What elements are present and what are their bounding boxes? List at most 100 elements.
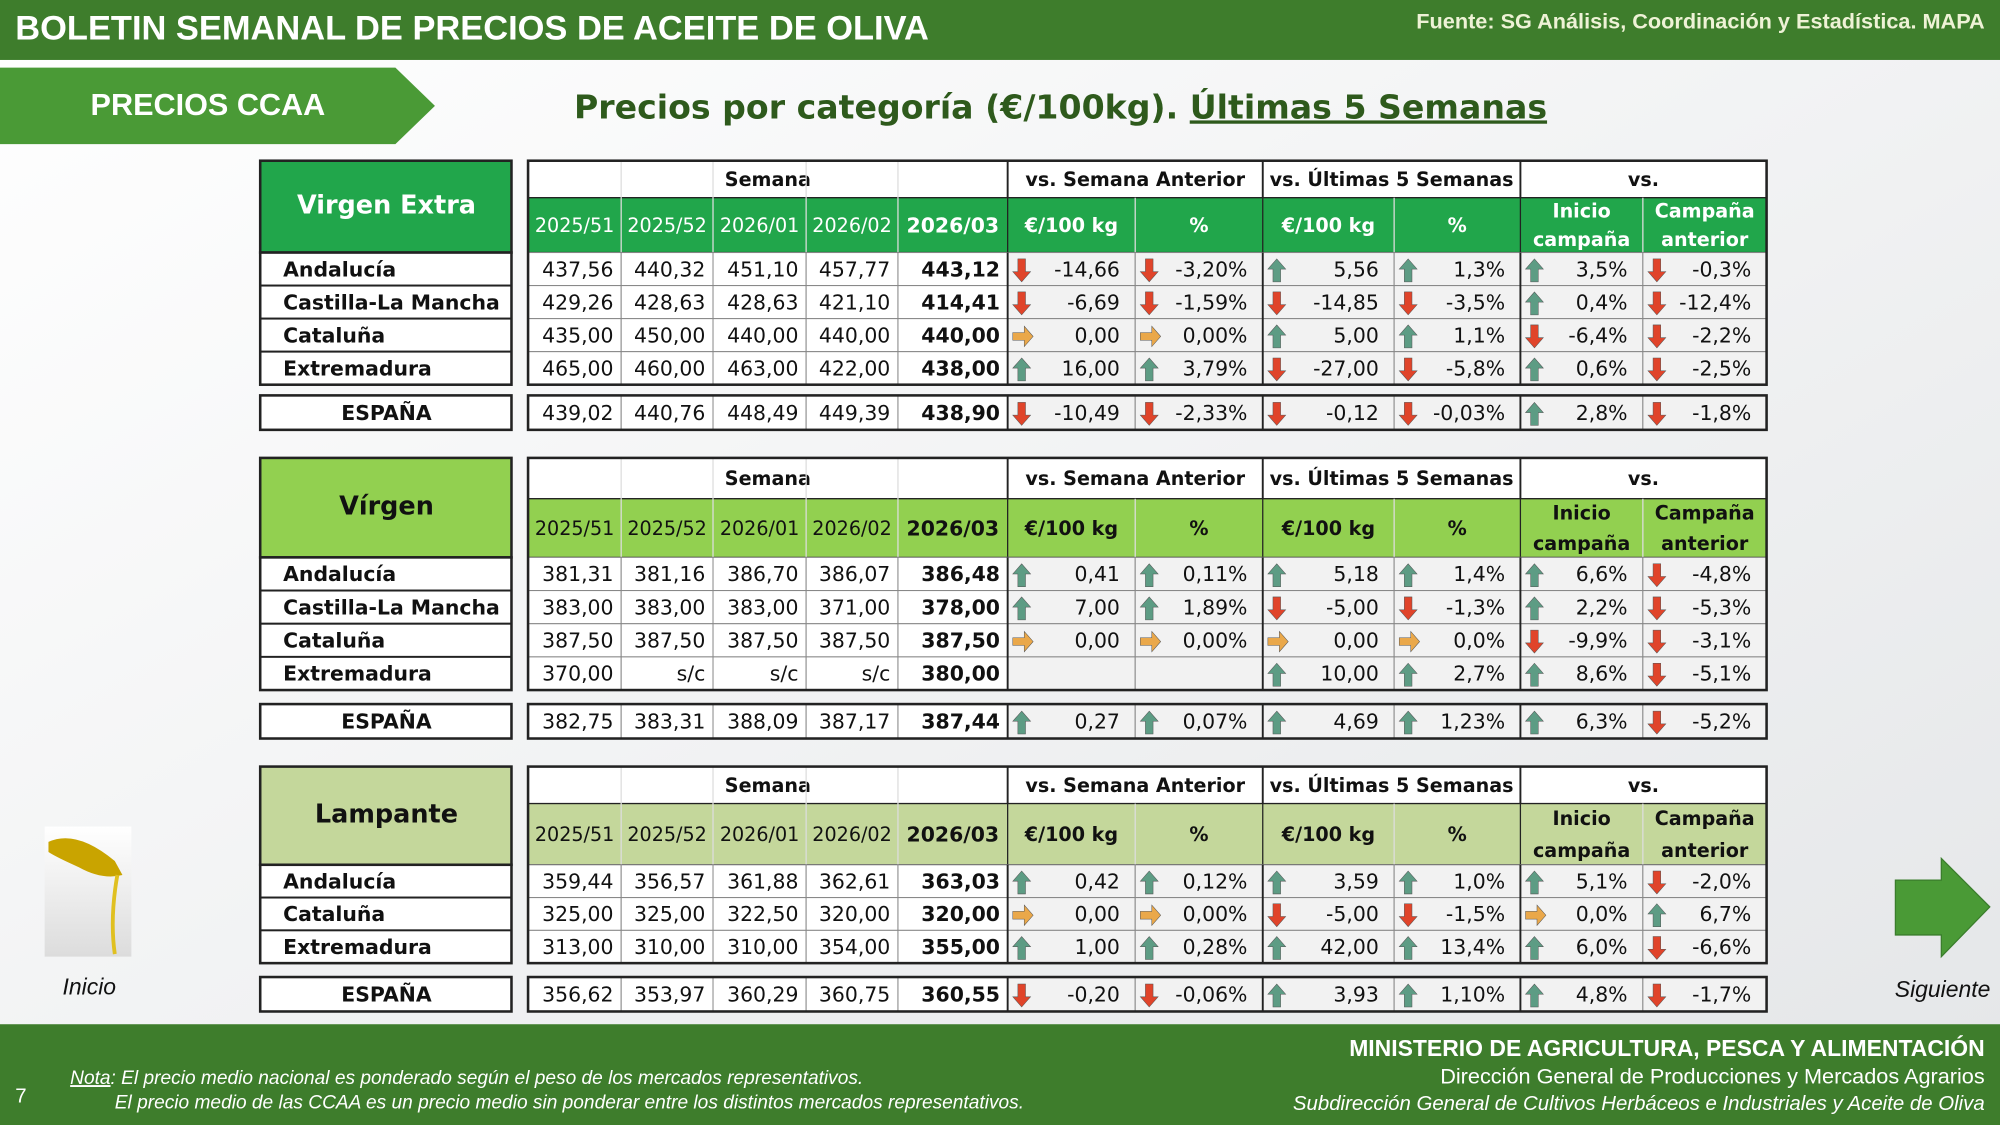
column-header: 2026/01 <box>720 823 799 846</box>
trend-arrow <box>1139 870 1159 895</box>
home-button[interactable]: Inicio <box>44 826 132 1000</box>
subtitle-main: Precios por categoría (€/100kg). <box>574 87 1190 126</box>
trend-arrow <box>1524 291 1544 316</box>
header-row <box>527 160 1768 199</box>
oil-bottle[interactable] <box>48 838 123 877</box>
trend-arrow <box>1647 291 1667 316</box>
data-cell <box>620 864 714 899</box>
column-header: % <box>1189 214 1208 237</box>
region-cell <box>259 622 513 658</box>
column-header: 2026/02 <box>812 214 891 237</box>
column-header: anterior <box>1661 839 1749 862</box>
change-value: 1,1% <box>1453 323 1505 347</box>
group-header: vs. Últimas 5 Semanas <box>1270 773 1514 797</box>
trend-arrow <box>1647 870 1667 895</box>
price-value: 383,00 <box>727 595 798 619</box>
change-value: 0,00 <box>1074 902 1119 926</box>
next-label[interactable]: Siguiente <box>1895 976 1991 1002</box>
price-value: 463,00 <box>727 356 798 380</box>
change-value: -5,1% <box>1692 662 1751 686</box>
next-arrow[interactable] <box>1894 856 1991 959</box>
trend-arrow <box>1398 903 1418 928</box>
price-value: 387,50 <box>542 629 613 653</box>
change-value: 0,28% <box>1183 935 1248 959</box>
change-value: 0,0% <box>1453 629 1505 653</box>
data-cell <box>527 897 622 931</box>
trend-arrow <box>1647 936 1667 960</box>
region-label: Andalucía <box>283 257 396 281</box>
trend-arrow <box>1524 258 1544 283</box>
column-header: Inicio <box>1552 807 1610 830</box>
region-label: Extremadura <box>283 662 432 686</box>
price-value: 428,63 <box>727 290 798 314</box>
change-value: 0,00% <box>1183 629 1248 653</box>
data-cell <box>1519 623 1644 658</box>
trend-arrow <box>1139 563 1159 587</box>
price-value: 439,02 <box>542 401 613 425</box>
trend-arrow <box>1012 936 1032 960</box>
column-header: 2025/51 <box>535 214 614 237</box>
change-value: -5,8% <box>1446 356 1505 380</box>
change-value: 1,23% <box>1440 710 1505 734</box>
header-row <box>527 498 1768 559</box>
price-value: 383,31 <box>634 710 705 734</box>
trend-arrow <box>1139 596 1159 621</box>
data-cell <box>712 252 807 287</box>
region-label: Andalucía <box>283 869 396 893</box>
data-cell <box>1007 976 1136 1012</box>
home-label[interactable]: Inicio <box>63 974 117 1000</box>
change-value: 0,00 <box>1074 629 1119 653</box>
price-value: 360,75 <box>819 983 890 1007</box>
price-value: 437,56 <box>542 257 613 281</box>
data-cell <box>1642 590 1768 625</box>
data-cell <box>1642 351 1768 386</box>
price-value: 440,76 <box>634 401 705 425</box>
column-header: campaña <box>1533 228 1630 251</box>
change-value: -0,03% <box>1433 401 1505 425</box>
price-value: 370,00 <box>542 662 613 686</box>
trend-arrow <box>1398 563 1418 587</box>
oil-stream[interactable] <box>110 874 120 955</box>
change-value: 16,00 <box>1062 356 1120 380</box>
column-header: Campaña <box>1655 501 1755 524</box>
trend-arrow <box>1140 325 1162 348</box>
change-value: -5,2% <box>1692 710 1751 734</box>
price-value: 353,97 <box>634 983 705 1007</box>
trend-arrow <box>1398 662 1418 687</box>
change-value: 0,12% <box>1183 869 1248 893</box>
change-value: 0,00 <box>1333 629 1378 653</box>
data-cell <box>527 703 622 740</box>
column-header: 2026/01 <box>720 517 799 540</box>
price-value: 438,00 <box>921 356 1000 380</box>
data-cell <box>712 656 807 691</box>
group-header: vs. <box>1628 467 1659 490</box>
group-header: vs. Últimas 5 Semanas <box>1270 466 1514 490</box>
price-value: 387,44 <box>921 710 1000 734</box>
group-header: vs. <box>1628 774 1659 797</box>
price-value: 360,55 <box>921 983 1000 1007</box>
trend-arrow <box>1647 258 1667 283</box>
trend-arrow <box>1012 904 1034 927</box>
change-value: 1,0% <box>1453 869 1505 893</box>
next-button[interactable]: Siguiente <box>1894 856 1991 1002</box>
trend-arrow <box>1267 291 1287 316</box>
trend-arrow <box>1139 402 1159 426</box>
trend-arrow <box>1267 357 1287 382</box>
change-value: -3,5% <box>1446 290 1505 314</box>
trend-arrow <box>1398 870 1418 895</box>
column-header: €/100 kg <box>1024 517 1118 540</box>
data-cell <box>897 351 1009 386</box>
data-cell <box>805 897 899 931</box>
price-value: 438,90 <box>921 401 1000 425</box>
trend-arrow <box>1398 936 1418 960</box>
trend-arrow <box>1524 324 1544 349</box>
change-value: -2,2% <box>1692 323 1751 347</box>
data-cell <box>527 864 622 899</box>
price-value: 460,00 <box>634 356 705 380</box>
column-header: €/100 kg <box>1024 214 1118 237</box>
header-row <box>527 765 1768 805</box>
change-value: 0,00% <box>1183 323 1248 347</box>
subtitle: Precios por categoría (€/100kg). Últimas… <box>574 86 1547 126</box>
price-value: 457,77 <box>819 257 890 281</box>
data-cell <box>527 318 622 353</box>
